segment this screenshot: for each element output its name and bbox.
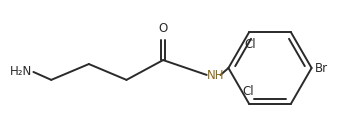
Text: Cl: Cl: [244, 38, 256, 51]
Text: Cl: Cl: [243, 85, 254, 98]
Text: Br: Br: [314, 62, 328, 75]
Text: NH: NH: [207, 69, 224, 82]
Text: O: O: [159, 22, 168, 35]
Text: H₂N: H₂N: [10, 65, 32, 79]
